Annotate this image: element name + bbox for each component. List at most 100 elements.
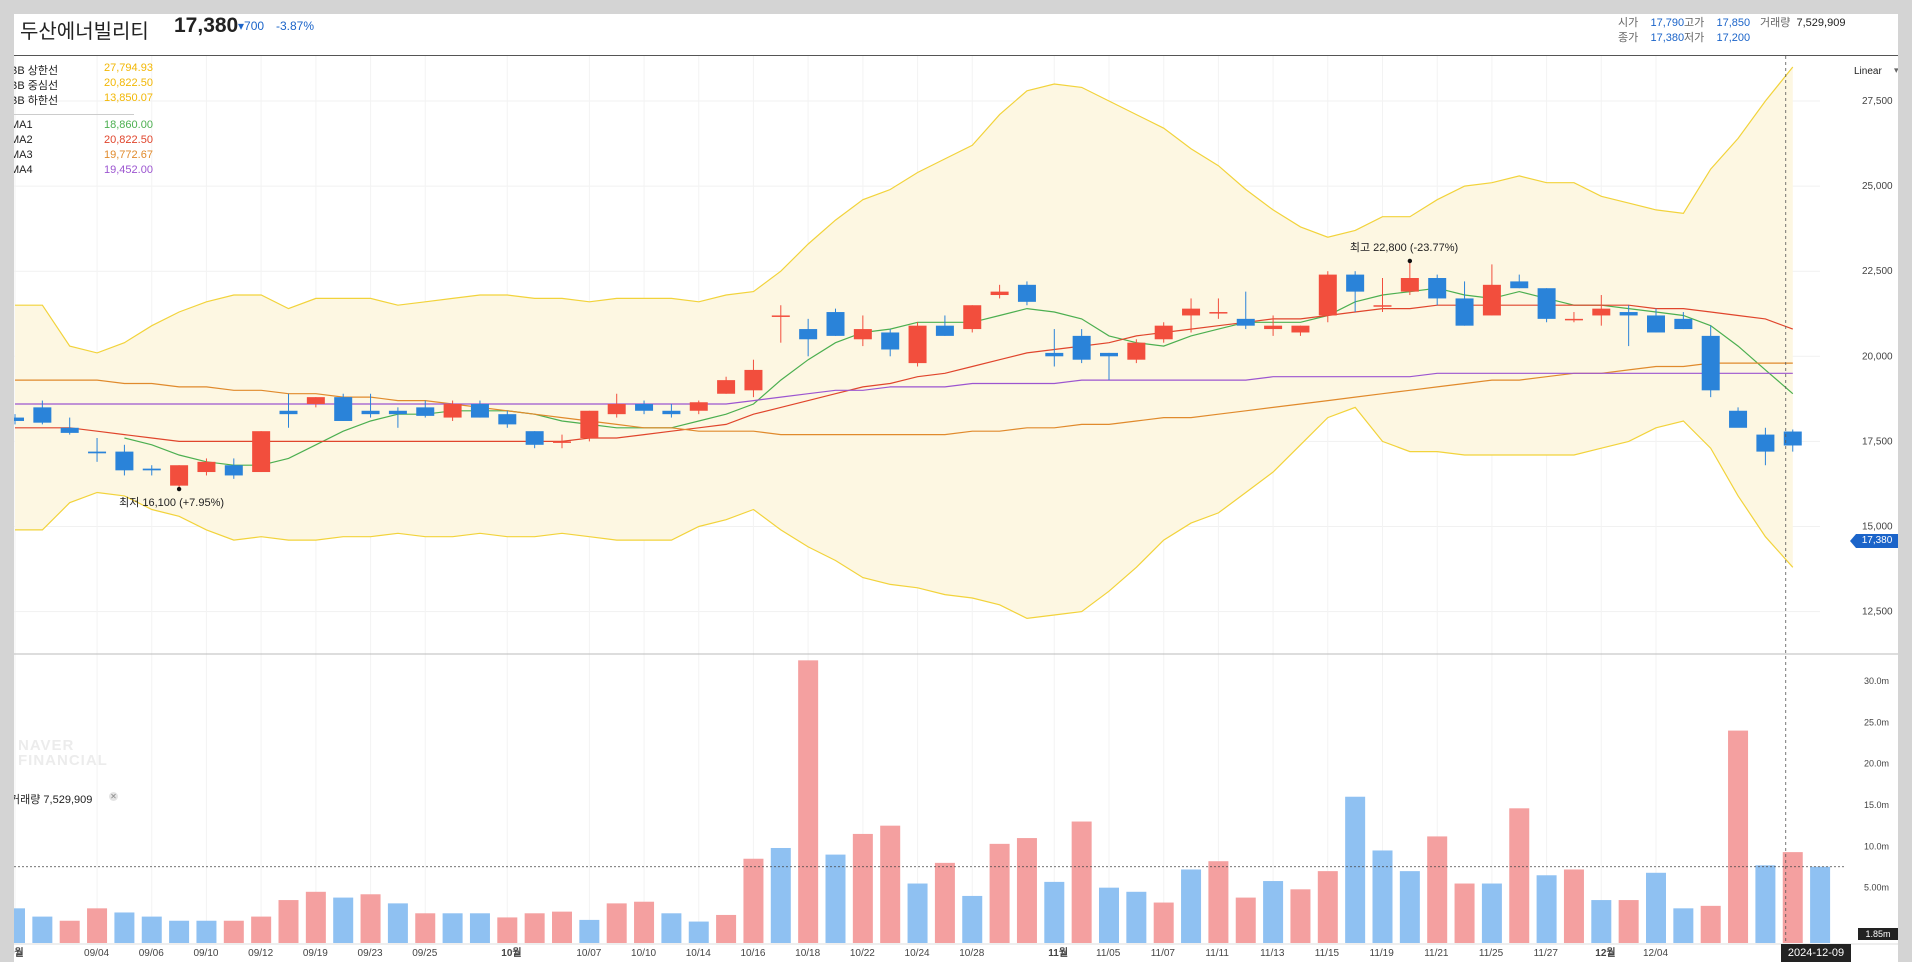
x-tick-label: 09/04 — [84, 948, 109, 959]
x-tick-label: 09/23 — [358, 948, 383, 959]
x-tick-label: 11/13 — [1260, 948, 1285, 959]
x-tick-label: 11/25 — [1479, 948, 1504, 959]
candle-body — [388, 410, 407, 415]
volume-bar — [1673, 908, 1694, 943]
chart-canvas[interactable]: 최고 22,800 (-23.77%) 최저 16,100 (+7.95%) 12,… — [14, 14, 1898, 962]
volume-bar — [1646, 872, 1666, 943]
x-tick-label: 10/14 — [686, 948, 711, 959]
candle-body — [799, 329, 818, 340]
candle-body — [1482, 284, 1501, 316]
x-tick-label: 10/07 — [576, 948, 601, 959]
series-line-0 — [15, 66, 1794, 354]
x-tick-label: 11/15 — [1315, 948, 1340, 959]
candle-body — [963, 305, 982, 330]
price-tick-label: 27,500 — [1862, 96, 1893, 107]
low-price: 저가 17,200 — [1684, 32, 1751, 44]
price-tick-label: 25,000 — [1862, 181, 1893, 192]
candle-body — [853, 329, 872, 340]
price-tick-label: 17,500 — [1862, 436, 1893, 447]
current-price: 17,380 — [174, 14, 239, 37]
candle-body — [1318, 274, 1337, 316]
candle-body — [1264, 325, 1283, 330]
x-tick-label: 09/25 — [412, 948, 437, 959]
series-line-1 — [15, 406, 1794, 620]
volume-bar — [333, 897, 354, 943]
candle-body — [881, 332, 900, 350]
volume-tick-label: 10.0m — [1864, 841, 1889, 851]
volume-bar — [14, 908, 25, 943]
candle-body — [1346, 274, 1365, 292]
candle-body — [1127, 342, 1146, 360]
x-tick-label: 11/05 — [1096, 948, 1121, 959]
volume-bar — [852, 833, 873, 943]
candle-body — [1701, 335, 1720, 391]
volume-bar — [1016, 838, 1037, 943]
x-tick-label: 11/19 — [1370, 948, 1395, 959]
series-line-4 — [15, 362, 1793, 436]
candle-body — [1400, 278, 1419, 292]
candle-body — [306, 397, 325, 404]
candle-body — [908, 325, 927, 364]
legend-bb-upper-value: 27,794.93 — [104, 62, 153, 74]
candle-body — [361, 410, 380, 415]
volume-bar — [1372, 850, 1393, 943]
candle-body — [1592, 308, 1611, 316]
candle-body — [416, 407, 435, 416]
candle-body — [1619, 312, 1638, 316]
candle-body — [990, 291, 1009, 296]
volume-bar — [415, 913, 436, 943]
open-price: 시가 17,790 — [1618, 17, 1685, 29]
candle-body — [1182, 308, 1201, 316]
close-price: 종가 17,380 — [1618, 32, 1685, 44]
x-tick-label: 11/07 — [1151, 948, 1176, 959]
volume-stat: 거래량 7,529,909 — [1760, 17, 1846, 29]
candle-body — [1510, 281, 1529, 289]
candle-body — [279, 410, 298, 415]
bollinger-band-fill — [15, 67, 1793, 619]
x-tick-label: 11/27 — [1534, 948, 1559, 959]
candle-body — [334, 397, 353, 421]
volume-bar — [1208, 861, 1229, 943]
candle-body — [197, 461, 216, 473]
volume-panel-label: 거래량 7,529,909 — [14, 794, 93, 806]
x-tick-label: 11/21 — [1424, 948, 1449, 959]
price-change: ▾700 — [238, 19, 265, 33]
volume-bar — [1290, 889, 1311, 943]
volume-bar — [1536, 875, 1557, 943]
volume-bar — [606, 903, 627, 943]
candle-body — [443, 403, 462, 418]
candles — [14, 260, 1802, 490]
candle-body — [224, 465, 243, 476]
x-tick-label: 10/16 — [740, 948, 765, 959]
chevron-down-icon[interactable]: ▾ — [1894, 65, 1898, 75]
price-tick-label: 15,000 — [1862, 522, 1893, 533]
price-tick-label: 22,500 — [1862, 266, 1893, 277]
x-tick-label: 10/10 — [631, 948, 656, 959]
candle-body — [1783, 431, 1802, 446]
volume-bar — [251, 916, 272, 943]
naver-financial-watermark: NAVER FINANCIAL — [18, 737, 108, 769]
x-tick-label: 10/28 — [959, 948, 984, 959]
x-tick-label: 09/10 — [193, 948, 218, 959]
close-icon[interactable]: ✕ — [109, 792, 118, 801]
candle-body — [935, 325, 954, 336]
x-tick-label: 10/22 — [850, 948, 875, 959]
volume-bar — [169, 920, 190, 943]
candle-body — [689, 402, 708, 411]
volume-bar — [1427, 836, 1448, 943]
volume-bar — [497, 917, 518, 943]
volume-bars — [14, 660, 1831, 943]
volume-bar — [1563, 869, 1584, 943]
volume-bar — [1782, 852, 1803, 943]
volume-bar — [1399, 871, 1420, 943]
x-tick-label: 10월 — [501, 947, 521, 959]
candle-body — [1100, 352, 1118, 357]
legend-bb-lower-value: 13,850.07 — [104, 92, 153, 104]
volume-bar — [469, 913, 490, 943]
scale-mode-selector[interactable]: Linear — [1854, 66, 1882, 77]
candle-body — [1537, 288, 1556, 319]
candle-body — [252, 431, 271, 473]
candle-body — [1072, 335, 1091, 360]
volume-bar — [524, 913, 545, 943]
candle-body — [771, 315, 790, 317]
